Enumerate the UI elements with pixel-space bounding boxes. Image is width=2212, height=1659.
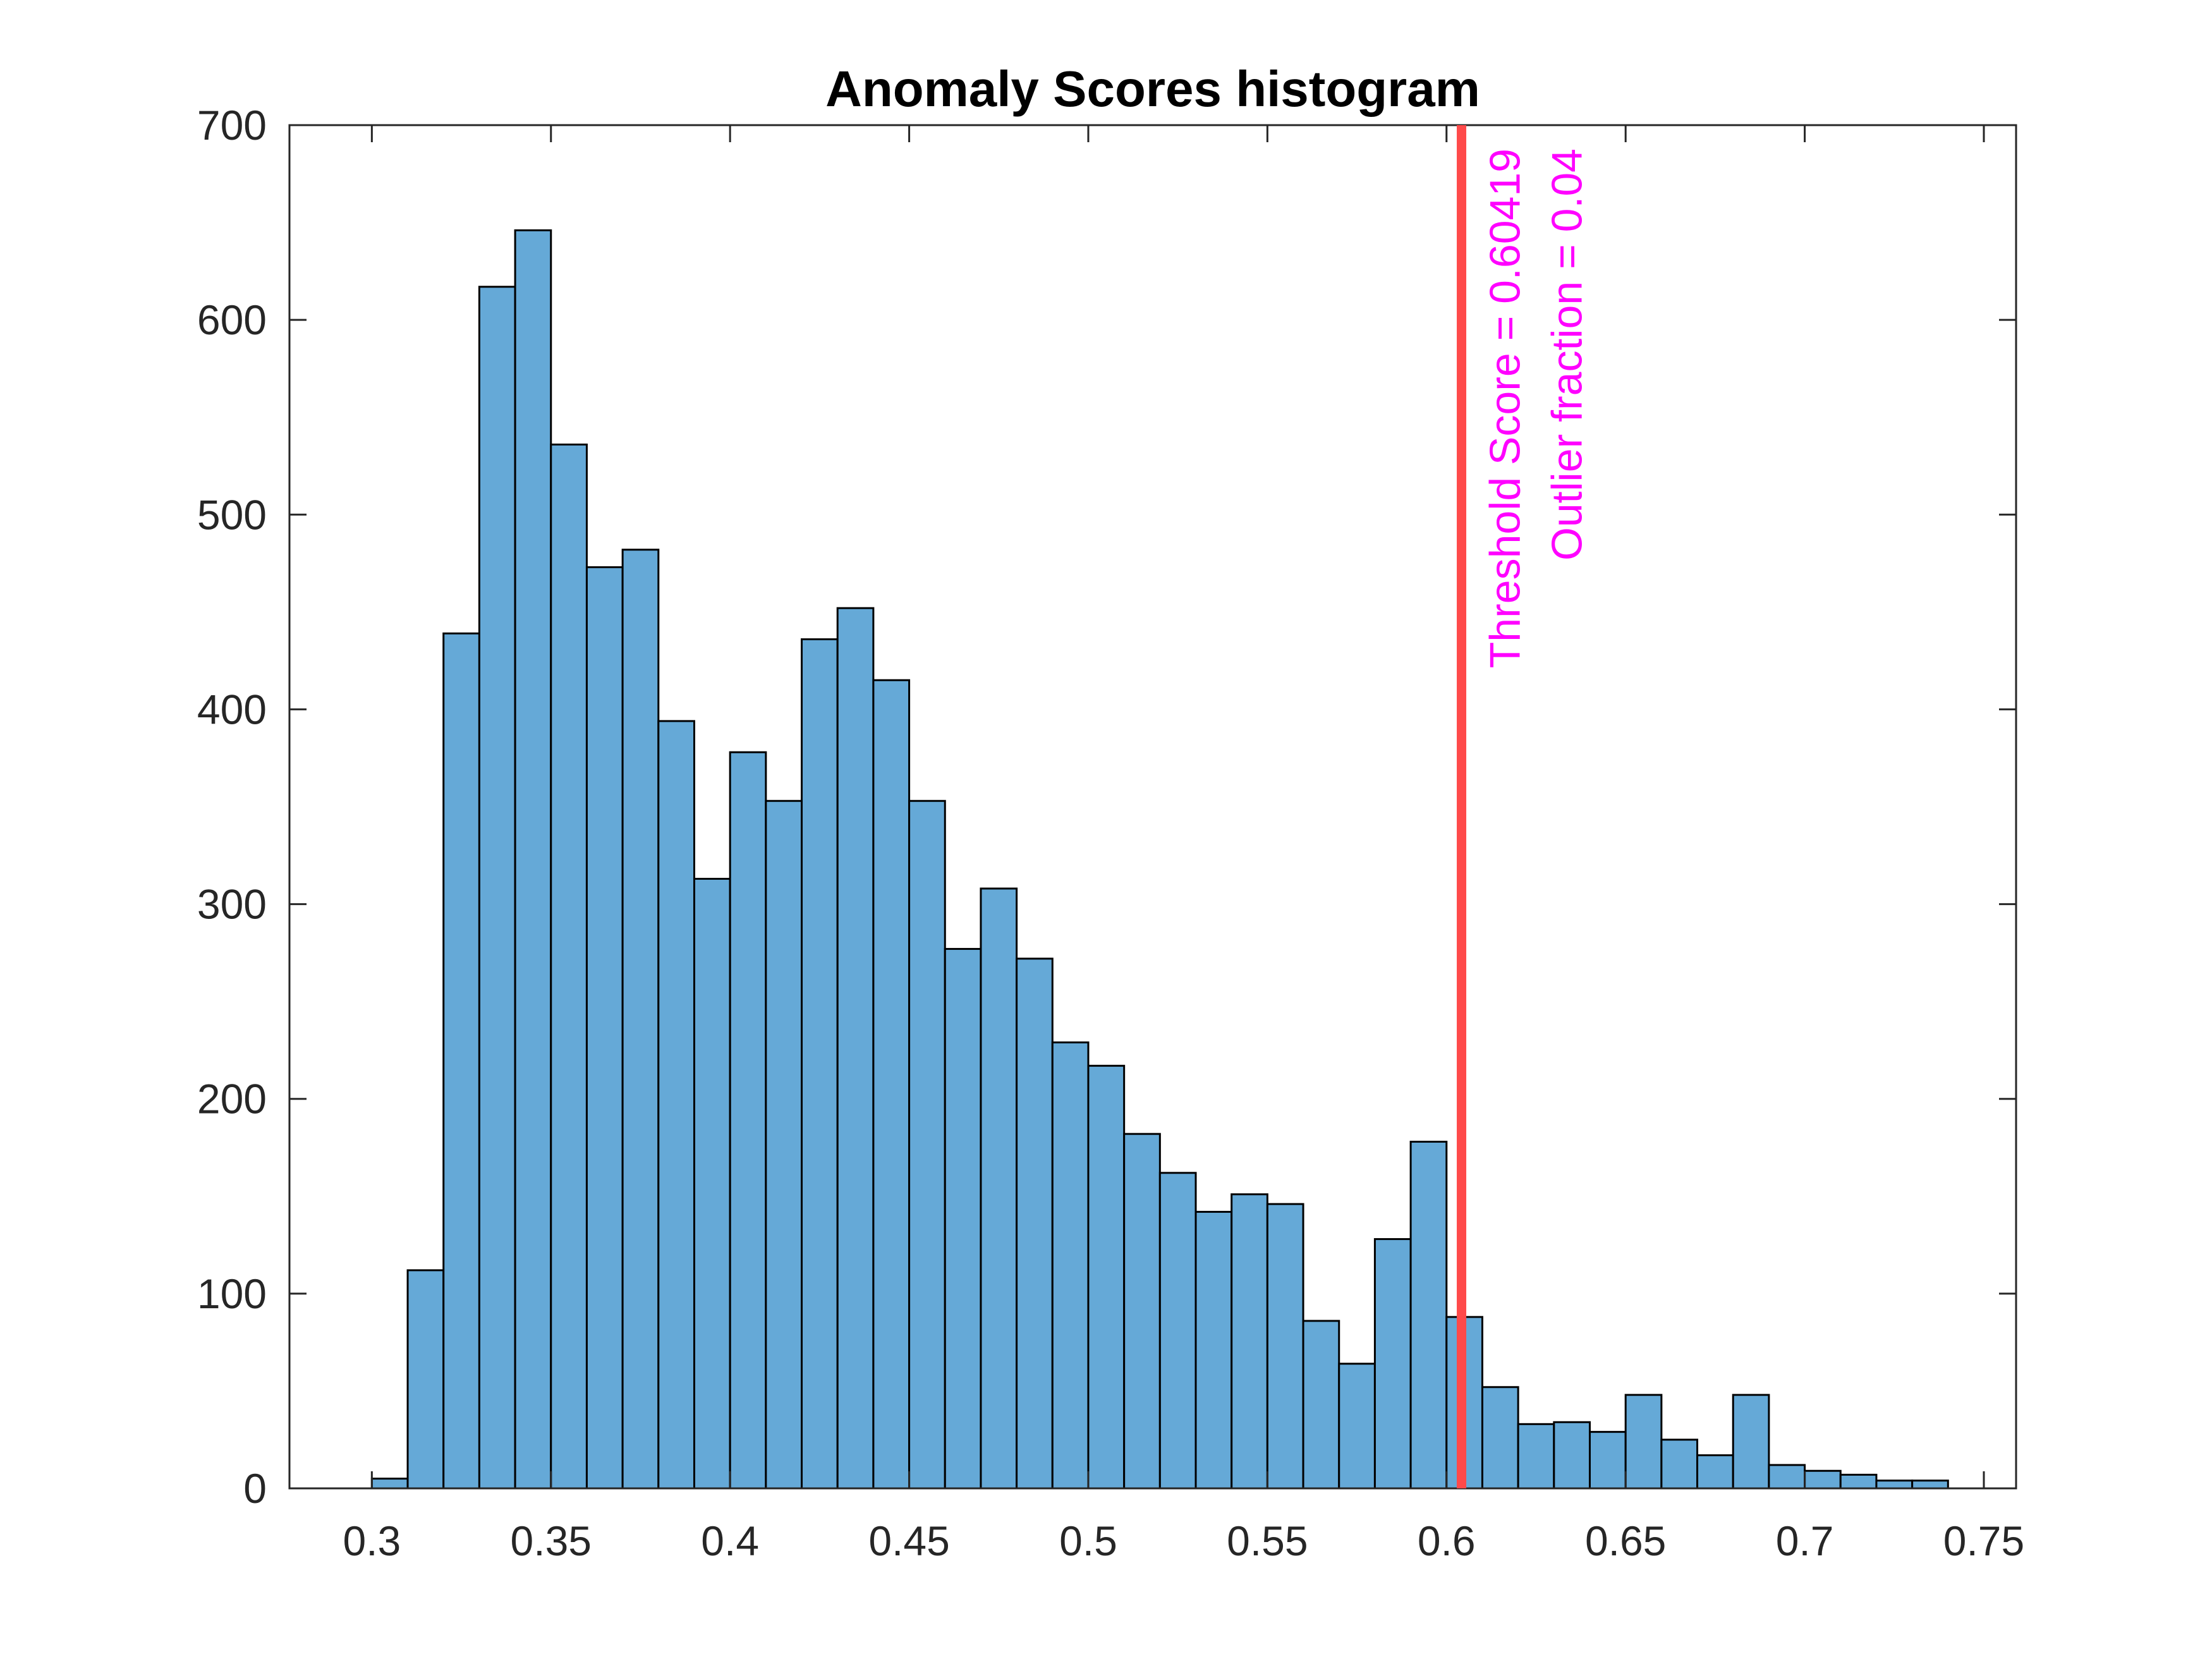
- histogram-bar: [1589, 1431, 1627, 1490]
- histogram-bar: [872, 679, 911, 1490]
- x-tick-label: 0.5: [1059, 1517, 1117, 1564]
- y-tick-label: 100: [197, 1270, 267, 1317]
- histogram-bar: [908, 799, 946, 1490]
- threshold-score-annotation: Threshold Score = 0.60419: [1481, 149, 1529, 668]
- histogram-bar: [1660, 1438, 1699, 1490]
- histogram-bar: [1373, 1238, 1412, 1490]
- histogram-bar: [1517, 1423, 1555, 1490]
- histogram-bar: [1266, 1203, 1304, 1490]
- histogram-bar: [1481, 1386, 1519, 1490]
- y-tick-label: 400: [197, 686, 267, 732]
- histogram-bar: [1158, 1172, 1197, 1490]
- histogram-bar: [1338, 1363, 1376, 1490]
- histogram-bar: [1839, 1473, 1878, 1490]
- histogram-bar: [585, 566, 624, 1490]
- histogram-bar: [944, 947, 982, 1490]
- histogram-bar: [801, 638, 839, 1490]
- histogram-bar: [980, 887, 1018, 1490]
- axes-box: [288, 124, 2017, 1490]
- y-tick-label: 600: [197, 296, 267, 343]
- histogram-bar: [621, 549, 660, 1490]
- histogram-bar: [514, 229, 552, 1490]
- outlier-fraction-annotation: Outlier fraction = 0.04: [1543, 149, 1591, 561]
- histogram-bar: [478, 286, 516, 1490]
- histogram-bar: [1768, 1464, 1806, 1490]
- y-tick-label: 500: [197, 491, 267, 538]
- y-tick-label: 700: [197, 102, 267, 149]
- tick-labels: 0.3 0.35 0.4 0.45 0.5 0.55 0.6 0.65 0.7 0.75 0 100 2…: [197, 102, 2024, 1564]
- histogram-bar: [1804, 1469, 1842, 1490]
- histogram-bar: [1194, 1210, 1233, 1490]
- x-tick-label: 0.45: [868, 1517, 949, 1564]
- histogram-bar: [1553, 1421, 1591, 1490]
- x-tick-label: 0.35: [511, 1517, 592, 1564]
- histogram-bar: [1732, 1394, 1770, 1490]
- histogram-bars: [370, 229, 1949, 1490]
- x-tick-label: 0.75: [1943, 1517, 2024, 1564]
- histogram-bar: [765, 799, 803, 1490]
- histogram-bar: [1911, 1480, 1949, 1490]
- x-tick-label: 0.3: [343, 1517, 401, 1564]
- histogram-bar: [1624, 1394, 1663, 1490]
- histogram-bar: [1302, 1320, 1340, 1490]
- histogram-bar: [836, 607, 875, 1490]
- y-tick-label: 200: [197, 1076, 267, 1122]
- histogram-bar: [729, 751, 767, 1490]
- x-tick-label: 0.7: [1776, 1517, 1834, 1564]
- histogram-bar: [1875, 1480, 1914, 1490]
- histogram-bar: [442, 632, 480, 1490]
- axis-ticks: [289, 124, 2016, 1490]
- x-tick-label: 0.6: [1418, 1517, 1476, 1564]
- chart-title: Anomaly Scores histogram: [825, 61, 1480, 117]
- x-tick-label: 0.55: [1227, 1517, 1308, 1564]
- histogram-bar: [406, 1269, 445, 1490]
- histogram-bar: [693, 878, 731, 1490]
- histogram-bar: [1016, 957, 1054, 1490]
- histogram-bar: [550, 443, 588, 1490]
- histogram-bar: [1087, 1064, 1126, 1490]
- histogram-bar: [657, 720, 695, 1490]
- y-tick-label: 0: [243, 1465, 267, 1512]
- histogram-bar: [1051, 1041, 1090, 1490]
- histogram-bar: [1231, 1193, 1268, 1490]
- histogram-bar: [370, 1478, 409, 1490]
- histogram-bar: [1123, 1133, 1161, 1490]
- histogram-bar: [1696, 1454, 1734, 1490]
- x-tick-label: 0.65: [1585, 1517, 1666, 1564]
- x-tick-label: 0.4: [701, 1517, 759, 1564]
- histogram-bar: [1409, 1141, 1448, 1490]
- y-tick-label: 300: [197, 881, 267, 928]
